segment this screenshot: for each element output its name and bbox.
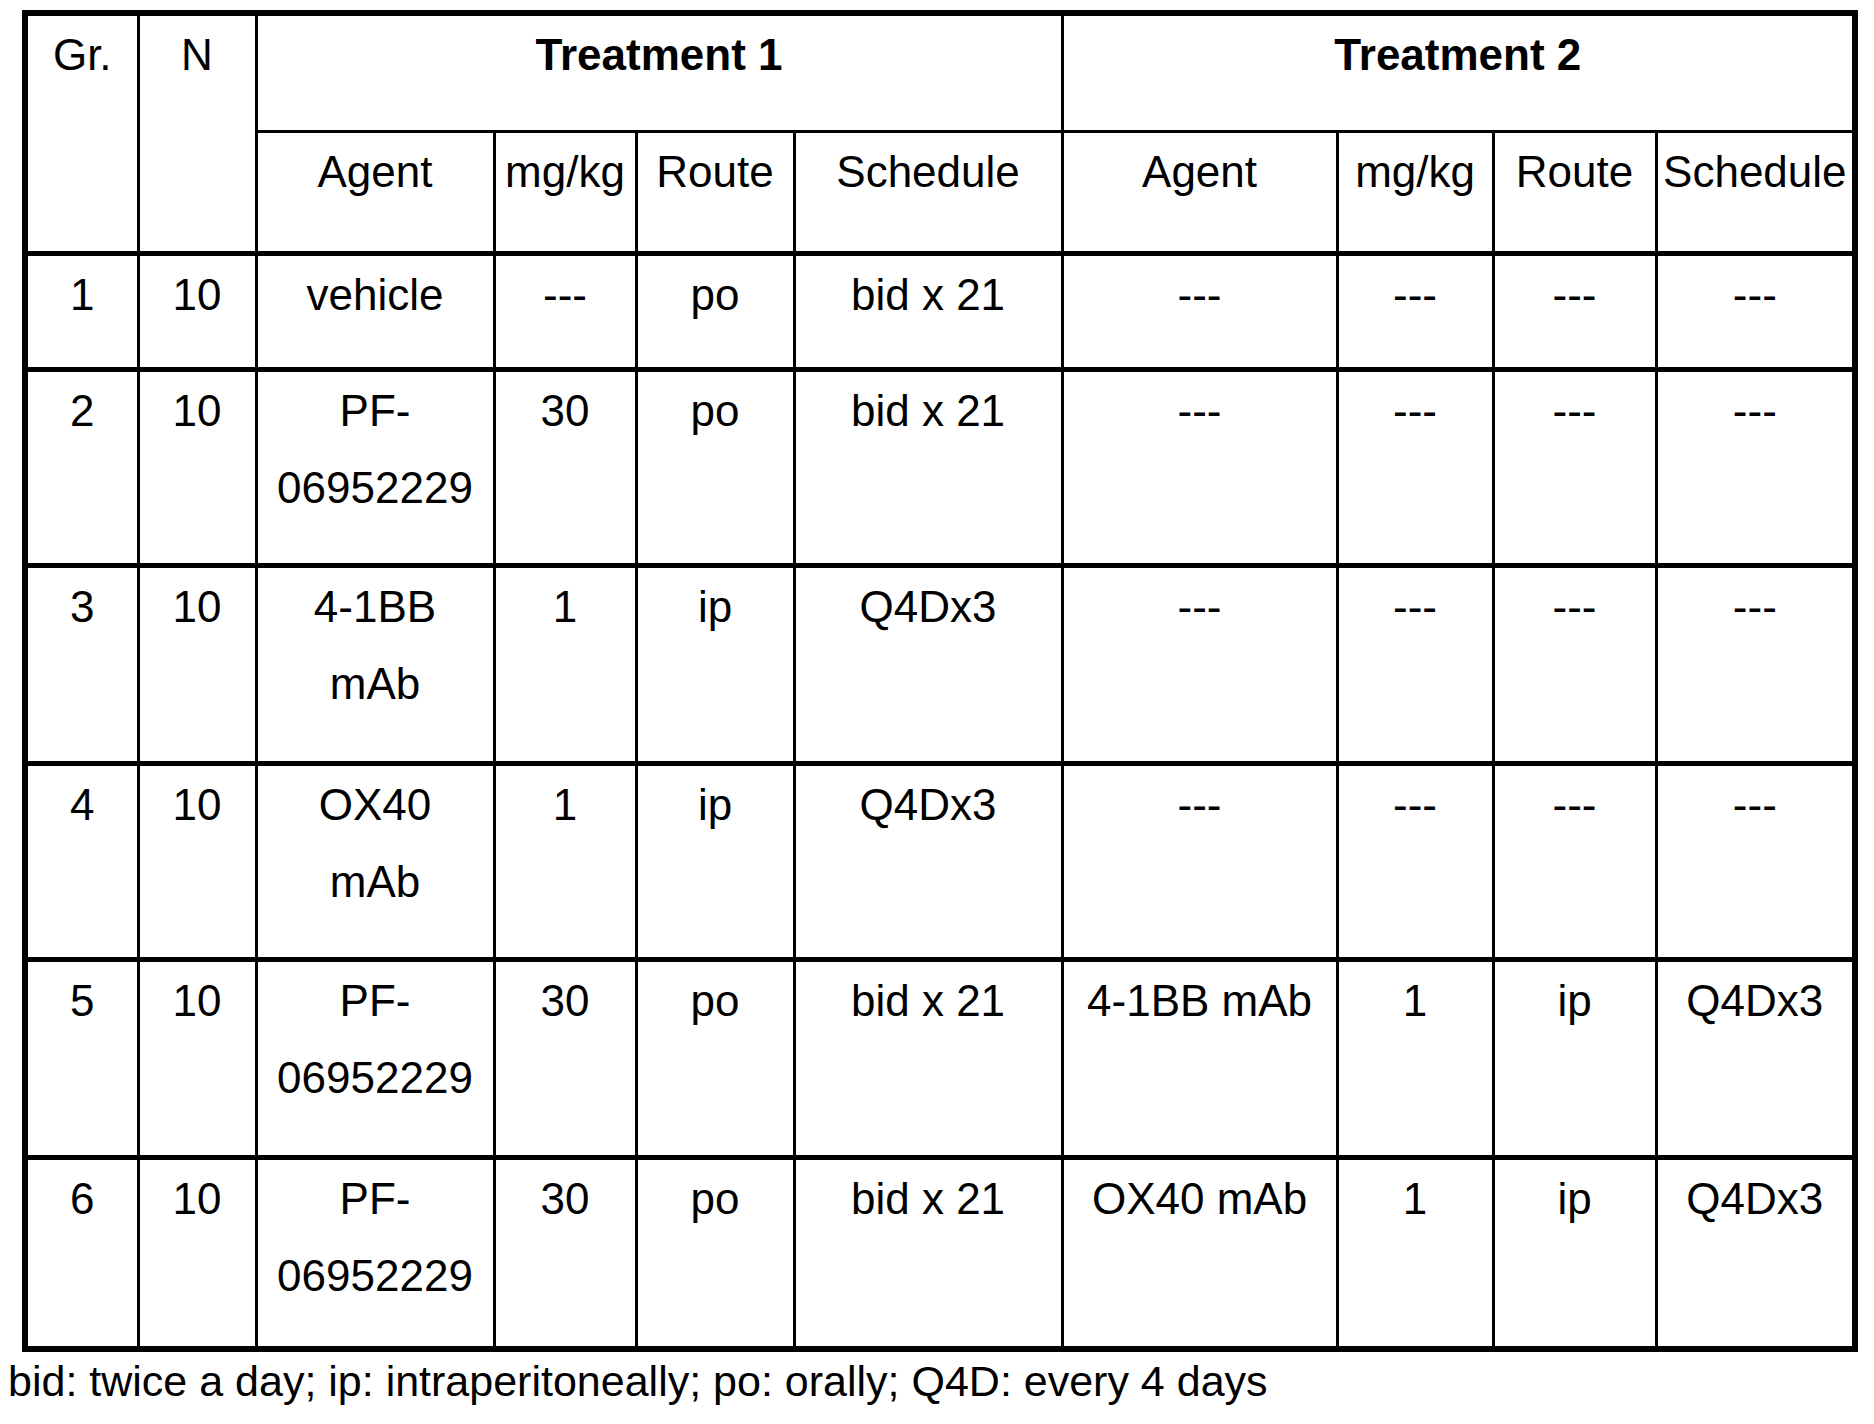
- cell-t2-route: ip: [1493, 959, 1656, 1157]
- subheader-t1-agent: Agent: [256, 131, 494, 253]
- cell-gr: 4: [25, 763, 138, 959]
- cell-t2-agent: 4-1BB mAb: [1062, 959, 1337, 1157]
- cell-t2-dose: 1: [1337, 959, 1493, 1157]
- cell-t1-route: ip: [636, 763, 794, 959]
- cell-t2-schedule: ---: [1656, 763, 1855, 959]
- subheader-t1-route: Route: [636, 131, 794, 253]
- table-row: 6 10 PF- 06952229 30 po bid x 21 OX40 mA…: [25, 1157, 1855, 1349]
- cell-t2-dose: ---: [1337, 253, 1493, 369]
- subheader-t2-agent: Agent: [1062, 131, 1337, 253]
- cell-t1-route: po: [636, 1157, 794, 1349]
- cell-n: 10: [138, 959, 256, 1157]
- cell-t1-schedule: bid x 21: [794, 253, 1062, 369]
- header-group: Gr.: [25, 13, 138, 253]
- cell-gr: 6: [25, 1157, 138, 1349]
- cell-t1-dose: 30: [494, 369, 636, 565]
- cell-gr: 5: [25, 959, 138, 1157]
- cell-t1-dose: ---: [494, 253, 636, 369]
- cell-t2-dose: 1: [1337, 1157, 1493, 1349]
- header-treatment1: Treatment 1: [256, 13, 1062, 131]
- subheader-t2-route: Route: [1493, 131, 1656, 253]
- subheader-t1-schedule: Schedule: [794, 131, 1062, 253]
- cell-t1-agent: PF- 06952229: [256, 369, 494, 565]
- cell-t2-dose: ---: [1337, 369, 1493, 565]
- cell-t1-agent: PF- 06952229: [256, 959, 494, 1157]
- cell-t2-agent: OX40 mAb: [1062, 1157, 1337, 1349]
- cell-t2-route: ---: [1493, 763, 1656, 959]
- table-row: 5 10 PF- 06952229 30 po bid x 21 4-1BB m…: [25, 959, 1855, 1157]
- table-row: 3 10 4-1BB mAb 1 ip Q4Dx3 --- --- --- --…: [25, 565, 1855, 763]
- cell-t1-dose: 30: [494, 1157, 636, 1349]
- table-header: Gr. N Treatment 1 Treatment 2 Agent mg/k…: [25, 13, 1855, 253]
- cell-t2-agent: ---: [1062, 763, 1337, 959]
- cell-t2-schedule: ---: [1656, 369, 1855, 565]
- cell-t2-schedule: Q4Dx3: [1656, 1157, 1855, 1349]
- cell-t2-agent: ---: [1062, 565, 1337, 763]
- cell-t1-schedule: Q4Dx3: [794, 565, 1062, 763]
- cell-t1-agent: OX40 mAb: [256, 763, 494, 959]
- cell-n: 10: [138, 253, 256, 369]
- footnote-abbreviations: bid: twice a day; ip: intraperitoneally;…: [8, 1356, 1874, 1408]
- table-row: 1 10 vehicle --- po bid x 21 --- --- ---…: [25, 253, 1855, 369]
- cell-t1-agent: PF- 06952229: [256, 1157, 494, 1349]
- cell-n: 10: [138, 565, 256, 763]
- cell-t1-route: po: [636, 959, 794, 1157]
- cell-t1-schedule: bid x 21: [794, 369, 1062, 565]
- header-treatment2: Treatment 2: [1062, 13, 1855, 131]
- treatment-table: Gr. N Treatment 1 Treatment 2 Agent mg/k…: [22, 10, 1858, 1352]
- cell-n: 10: [138, 1157, 256, 1349]
- cell-t1-schedule: Q4Dx3: [794, 763, 1062, 959]
- table-row: 4 10 OX40 mAb 1 ip Q4Dx3 --- --- --- ---: [25, 763, 1855, 959]
- document-page: Gr. N Treatment 1 Treatment 2 Agent mg/k…: [0, 10, 1874, 1424]
- cell-t2-route: ---: [1493, 369, 1656, 565]
- cell-t1-route: po: [636, 369, 794, 565]
- header-n: N: [138, 13, 256, 253]
- cell-t2-route: ---: [1493, 253, 1656, 369]
- cell-t1-agent: 4-1BB mAb: [256, 565, 494, 763]
- cell-gr: 2: [25, 369, 138, 565]
- cell-n: 10: [138, 369, 256, 565]
- cell-t2-dose: ---: [1337, 565, 1493, 763]
- cell-gr: 3: [25, 565, 138, 763]
- cell-t2-agent: ---: [1062, 369, 1337, 565]
- cell-n: 10: [138, 763, 256, 959]
- cell-t1-dose: 1: [494, 565, 636, 763]
- cell-t2-schedule: ---: [1656, 253, 1855, 369]
- subheader-t2-schedule: Schedule: [1656, 131, 1855, 253]
- cell-t1-route: po: [636, 253, 794, 369]
- subheader-t2-dose: mg/kg: [1337, 131, 1493, 253]
- cell-t1-schedule: bid x 21: [794, 1157, 1062, 1349]
- cell-gr: 1: [25, 253, 138, 369]
- cell-t2-schedule: Q4Dx3: [1656, 959, 1855, 1157]
- cell-t2-dose: ---: [1337, 763, 1493, 959]
- subheader-t1-dose: mg/kg: [494, 131, 636, 253]
- cell-t1-dose: 30: [494, 959, 636, 1157]
- cell-t2-route: ip: [1493, 1157, 1656, 1349]
- cell-t2-agent: ---: [1062, 253, 1337, 369]
- cell-t1-route: ip: [636, 565, 794, 763]
- cell-t1-schedule: bid x 21: [794, 959, 1062, 1157]
- cell-t2-route: ---: [1493, 565, 1656, 763]
- table-row: 2 10 PF- 06952229 30 po bid x 21 --- ---…: [25, 369, 1855, 565]
- cell-t1-dose: 1: [494, 763, 636, 959]
- cell-t1-agent: vehicle: [256, 253, 494, 369]
- cell-t2-schedule: ---: [1656, 565, 1855, 763]
